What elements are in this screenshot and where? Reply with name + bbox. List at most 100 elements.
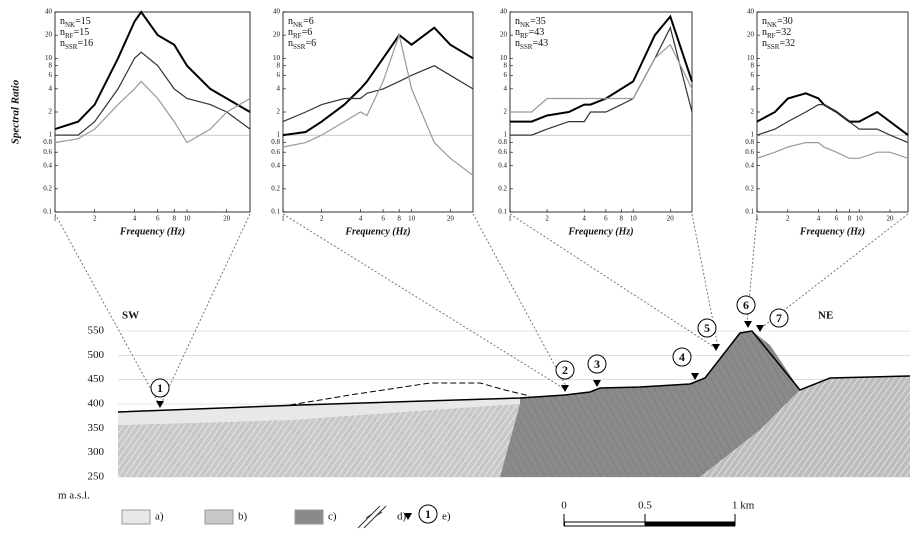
station-number: 1 xyxy=(157,381,163,395)
x-axis-label: Frequency (Hz) xyxy=(344,226,410,237)
x-tick-label: 20 xyxy=(447,215,455,223)
y-tick-label: 0.1 xyxy=(498,208,507,216)
station-number: 3 xyxy=(594,357,600,371)
ratio-curve xyxy=(55,51,251,136)
count-symbol: n xyxy=(288,38,293,49)
x-tick-label: 1 xyxy=(508,215,512,223)
station-circle xyxy=(587,354,607,374)
y-tick-label: 1 xyxy=(277,131,281,139)
count-value: =16 xyxy=(77,38,93,49)
ratio-curve xyxy=(282,26,474,137)
count-symbol: n xyxy=(762,27,767,38)
legend-label: e) xyxy=(442,511,451,523)
count-subscript: SSR xyxy=(65,43,78,51)
y-tick-label: 6 xyxy=(751,71,755,79)
x-tick-label: 2 xyxy=(545,215,549,223)
sample-count: nRF=32 xyxy=(762,27,791,39)
sample-count: nNK=15 xyxy=(60,16,91,28)
legend-label: c) xyxy=(328,511,337,523)
y-tick-label: 2 xyxy=(751,108,755,116)
leader xyxy=(509,213,715,348)
y-tick-label: 6 xyxy=(49,71,53,79)
ratio-curve xyxy=(54,80,251,144)
legend-label: b) xyxy=(238,511,248,523)
x-tick-label: 8 xyxy=(397,215,401,223)
y-tick-label: 2 xyxy=(277,108,281,116)
x-tick-label: 2 xyxy=(786,215,790,223)
count-value: =43 xyxy=(532,38,548,49)
unit-b-hatch xyxy=(118,404,520,477)
x-tick-label: 10 xyxy=(184,215,192,223)
x-tick-label: 4 xyxy=(359,215,363,223)
ratio-curve xyxy=(54,10,251,131)
count-symbol: n xyxy=(60,38,65,49)
y-tick-label: 0.6 xyxy=(271,148,280,156)
y-tick-label: 400 xyxy=(88,398,105,410)
sample-count: nSSR=32 xyxy=(762,38,795,50)
y-tick-label: 6 xyxy=(504,71,508,79)
legend-swatch xyxy=(294,509,324,525)
y-axis-label: m a.s.l. xyxy=(58,490,90,502)
station-circle xyxy=(150,378,170,398)
ratio-curve xyxy=(510,26,693,136)
legend-swatch xyxy=(121,509,151,525)
station-triangle xyxy=(404,513,412,520)
x-tick-label: 2 xyxy=(320,215,324,223)
y-tick-label: 40 xyxy=(45,8,53,16)
y-tick-label: 0.6 xyxy=(745,148,754,156)
y-tick-label: 0.8 xyxy=(745,138,754,146)
x-tick-label: 4 xyxy=(582,215,586,223)
count-symbol: n xyxy=(288,16,293,27)
x-tick-label: 6 xyxy=(835,215,839,223)
sample-count: nRF=6 xyxy=(288,27,312,39)
y-tick-label: 0.8 xyxy=(271,138,280,146)
y-tick-label: 550 xyxy=(88,325,105,337)
y-tick-label: 0.4 xyxy=(498,161,507,169)
x-tick-label: 4 xyxy=(817,215,821,223)
fault-line xyxy=(357,505,381,529)
count-subscript: RF xyxy=(65,32,74,40)
count-value: =35 xyxy=(530,16,546,27)
count-symbol: n xyxy=(762,38,767,49)
y-tick-label: 0.6 xyxy=(498,148,507,156)
count-subscript: RF xyxy=(293,32,302,40)
count-symbol: n xyxy=(762,16,767,27)
count-subscript: NK xyxy=(65,21,75,29)
y-tick-label: 20 xyxy=(45,31,53,39)
legend-label: a) xyxy=(155,511,164,523)
legend-label: d) xyxy=(397,511,407,523)
y-tick-label: 0.4 xyxy=(745,161,754,169)
x-tick-label: 10 xyxy=(856,215,864,223)
sample-count: nRF=15 xyxy=(60,27,89,39)
count-value: =30 xyxy=(777,16,793,27)
unit-a xyxy=(118,398,520,425)
y-tick-label: 20 xyxy=(500,31,508,39)
ratio-curve xyxy=(510,43,693,113)
ratio-curve xyxy=(282,32,474,176)
station-number: 4 xyxy=(679,350,685,364)
station-circle xyxy=(736,295,756,315)
direction-label: SW xyxy=(122,310,139,322)
station-circle xyxy=(672,347,692,367)
x-tick-label: 1 xyxy=(281,215,285,223)
y-tick-label: 8 xyxy=(504,61,508,69)
station-triangle xyxy=(156,401,164,408)
y-tick-label: 40 xyxy=(747,8,755,16)
y-tick-label: 0.2 xyxy=(43,184,52,192)
y-tick-label: 4 xyxy=(277,84,281,92)
station-number: 7 xyxy=(776,311,782,325)
count-symbol: n xyxy=(515,38,520,49)
leader xyxy=(472,213,568,389)
ratio-curve xyxy=(756,104,909,144)
y-tick-label: 8 xyxy=(49,61,53,69)
station-number: 5 xyxy=(704,321,710,335)
x-axis-label: Frequency (Hz) xyxy=(119,226,185,237)
ratio-curve xyxy=(756,142,909,159)
station-triangle xyxy=(756,325,764,332)
y-tick-label: 0.8 xyxy=(498,138,507,146)
y-tick-label: 8 xyxy=(751,61,755,69)
x-tick-label: 10 xyxy=(630,215,638,223)
x-tick-label: 8 xyxy=(620,215,624,223)
